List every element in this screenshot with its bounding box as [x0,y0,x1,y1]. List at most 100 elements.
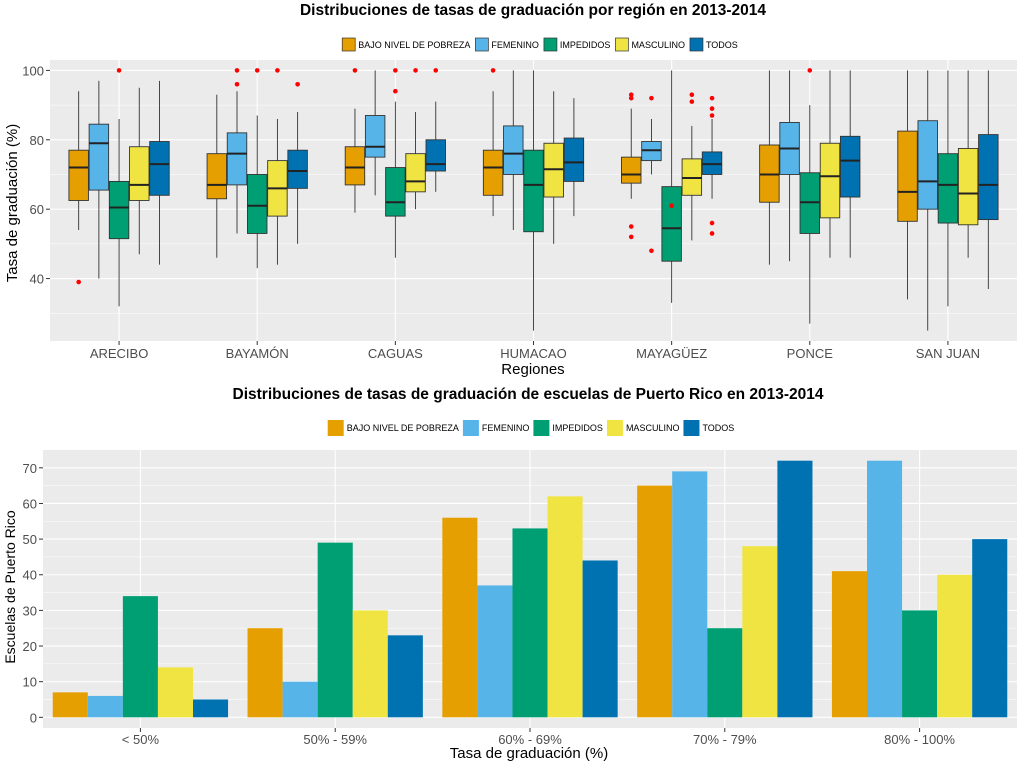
outlier-point [433,68,439,73]
box-chart-x-label: Regiones [501,361,564,378]
bar [157,667,193,718]
box [563,137,585,182]
box [206,153,228,200]
box [523,149,544,233]
bar [707,628,743,718]
box [287,149,308,189]
x-tick-label: BAYAMÓN [226,346,289,361]
outlier-point [649,95,654,101]
box-chart-title: Distribuciones de tasas de graduación po… [300,2,766,19]
box [364,115,386,158]
outlier-point [669,203,674,209]
x-tick-label: SAN JUAN [916,346,980,361]
x-tick-label: 50% - 59% [303,732,367,747]
y-tick-label: 0 [30,710,37,725]
outlier-point [393,88,398,94]
box-chart-legend: BAJO NIVEL DE POBREZA FEMENINO IMPEDIDOS MA… [341,37,738,52]
outlier-point [628,95,634,101]
box [247,174,268,234]
box [917,120,938,210]
legend-key [683,420,700,436]
bar [547,496,583,718]
outlier-point [490,68,496,73]
bar [192,699,229,718]
x-tick-label: CAGUAS [368,346,423,361]
legend-key [327,420,344,436]
bar-chart-legend: BAJO NIVEL DE POBREZA FEMENINO IMPEDIDOS MA… [327,420,734,436]
bar [937,574,973,718]
outlier-point [709,220,715,226]
box [482,149,504,196]
bar [582,560,618,718]
x-tick-label: ARECIBO [90,346,149,361]
outlier-point [275,68,280,73]
box [149,141,170,196]
x-tick-label: 70% - 79% [693,732,757,747]
bar [317,542,353,718]
box [226,132,248,186]
legend-label: TODOS [706,40,738,50]
legend-key [341,37,356,52]
x-tick-label: 60% - 69% [498,732,562,747]
legend-key [533,420,550,436]
outlier-point [709,95,715,101]
y-tick-label: 80 [30,133,44,148]
bar-chart-x-label: Tasa de graduación (%) [450,745,608,762]
bar [52,692,88,718]
bar [831,571,868,718]
outlier-point [649,248,654,254]
bar [477,585,513,718]
box [503,125,524,175]
outlier-point [76,279,81,285]
bar [902,610,938,718]
bar-chart-y-ticks: 0 10 20 30 40 50 60 70 [23,461,43,725]
box [661,186,682,262]
bar [637,485,673,718]
box [68,149,89,201]
outlier-point [628,234,634,240]
legend-key [606,420,623,436]
legend-label: IMPEDIDOS [552,423,603,433]
y-tick-label: 10 [23,675,37,690]
outlier-point [116,68,122,73]
box [957,148,979,226]
bar [742,546,778,718]
box [978,134,999,221]
x-tick-label: MAYAGÜEZ [636,346,707,361]
y-tick-label: 50 [23,532,37,547]
box [937,153,959,224]
bar [672,471,708,718]
bar [282,681,318,718]
outlier-point [295,81,300,87]
outlier-point [709,113,715,118]
box [385,167,406,217]
bar [352,610,388,718]
box [108,180,130,240]
box [425,139,446,172]
y-tick-label: 60 [30,202,44,217]
y-tick-label: 40 [30,272,44,287]
legend-label: IMPEDIDOS [560,40,611,50]
outlier-point [807,68,813,73]
legend-label: BAJO NIVEL DE POBREZA [358,40,470,50]
box [897,130,918,222]
box [621,156,642,184]
legend-key [615,37,629,52]
bar [442,517,478,718]
legend-label: FEMENINO [482,423,530,433]
legend-label: MASCULINO [626,423,680,433]
y-tick-label: 60 [23,496,37,511]
y-tick-label: 40 [23,568,37,583]
outlier-point [254,68,260,73]
outlier-point [709,106,715,111]
y-tick-label: 70 [23,461,37,476]
legend-key [475,37,489,52]
box [839,135,861,198]
x-tick-label: 80% - 100% [884,732,955,747]
y-tick-label: 20 [23,639,37,654]
y-tick-label: 30 [23,603,37,618]
x-tick-label: < 50% [122,732,160,747]
outlier-point [234,68,240,73]
x-tick-label: HUMACAO [500,346,566,361]
box [129,146,150,201]
